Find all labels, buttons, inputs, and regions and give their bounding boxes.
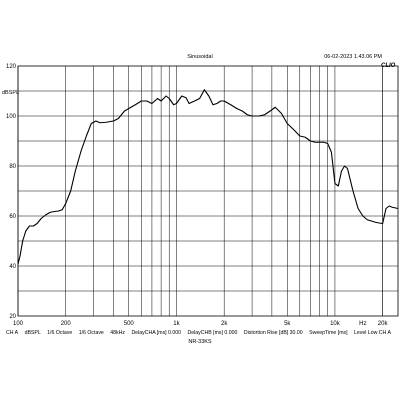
footer-delay-cha: DelayCHA [ms] 0.000 <box>131 330 182 336</box>
x-tick-label: 500 <box>124 321 135 327</box>
footer-unit: dBSPL <box>24 330 41 336</box>
x-tick-label: 2k <box>221 321 228 327</box>
plot-frame <box>17 65 399 317</box>
x-tick-label: Hz <box>359 321 366 327</box>
chart-grid <box>17 66 398 316</box>
brand-logo: CLIO <box>381 63 396 69</box>
y-tick-label: 40 <box>9 264 16 270</box>
footer-resolution: 1/6 Octave <box>78 330 104 336</box>
y-tick-label: 20 <box>9 314 16 320</box>
footer-delay-chb: DelayCHB [ms] 0.000 <box>187 330 238 336</box>
x-tick-label: 10k <box>330 321 341 327</box>
x-tick-label: 100 <box>13 321 24 327</box>
y-tick-label: 100 <box>6 114 17 120</box>
file-name: NR-33KS <box>188 339 212 345</box>
footer-distortion-rise: Distortion Rise [dB] 30.00 <box>243 330 303 336</box>
y-tick-label: 60 <box>9 214 16 220</box>
response-curve <box>17 89 399 265</box>
y-tick-label: 120 <box>6 64 17 70</box>
settings-footer: CH A dBSPL 1/6 Octave 1/6 Octave 48kHz D… <box>6 330 396 336</box>
footer-level: Level Low CH A <box>354 330 391 336</box>
footer-sample-rate: 48kHz <box>110 330 125 336</box>
x-tick-label: 20k <box>378 321 389 327</box>
chart-title: Sinusoidal <box>187 54 213 60</box>
footer-sweep-time: SweepTime [ms] <box>309 330 348 336</box>
y-axis-label: dBSPL <box>2 90 20 96</box>
y-tick-label: 80 <box>9 164 16 170</box>
footer-smoothing: 1/6 Octave <box>47 330 73 336</box>
timestamp: 06-02-2023 1.43.06 PM <box>324 54 382 60</box>
x-tick-label: 5k <box>284 321 291 327</box>
footer-channel: CH A <box>6 330 19 336</box>
axis-ticks: 100 200 500 1k 2k 5k 10k Hz 20k 20 40 60 80 100 120 <box>6 64 388 327</box>
x-tick-label: 200 <box>61 321 72 327</box>
x-tick-label: 1k <box>173 321 180 327</box>
